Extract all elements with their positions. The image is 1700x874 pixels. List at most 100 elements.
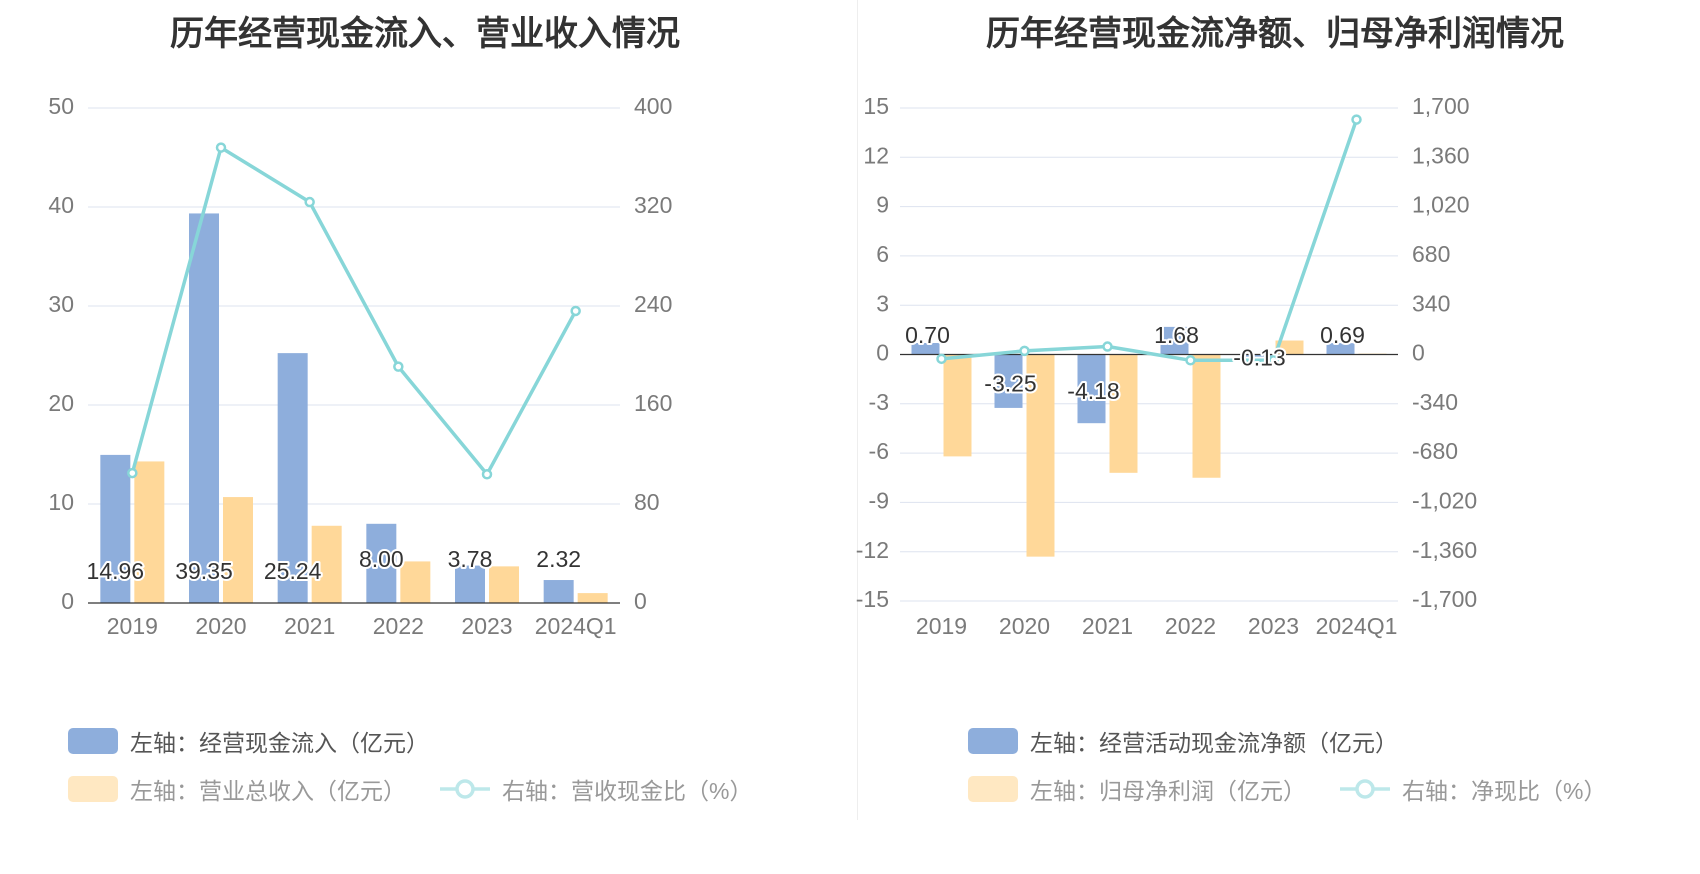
line-point xyxy=(1102,341,1113,352)
legend-swatch xyxy=(1340,776,1390,802)
legend-item-net-profit[interactable]: 左轴：归母净利润（亿元） xyxy=(968,772,1306,806)
bar-primary xyxy=(277,353,308,603)
left-axis-tick-label: 3 xyxy=(876,290,889,316)
bar-data-label: 3.78 xyxy=(448,546,493,572)
legend-label: 右轴：净现比（%） xyxy=(1402,778,1607,804)
left-axis-tick-label: 10 xyxy=(48,489,74,515)
right-axis-tick-label: 0 xyxy=(634,588,647,614)
left-axis-tick-label: 0 xyxy=(876,340,889,366)
bar-secondary xyxy=(943,354,972,457)
line-point xyxy=(215,142,227,153)
left-axis-tick-label: 30 xyxy=(48,291,74,317)
bar-primary xyxy=(100,454,131,603)
left-axis-tick-label: -9 xyxy=(869,487,889,513)
legend-swatch xyxy=(440,776,490,802)
chart-title: 历年经营现金流净额、归母净利润情况 xyxy=(986,15,1564,53)
right-axis-tick-label: -1,020 xyxy=(1412,487,1477,513)
left-axis-tick-label: 9 xyxy=(876,192,889,218)
line-point xyxy=(304,196,315,208)
legend-swatch xyxy=(968,776,1018,802)
bar-secondary xyxy=(577,593,608,603)
bar-data-label: 25.24 xyxy=(264,558,322,584)
bar-primary xyxy=(994,354,1023,408)
chart-panel-cash-inflow: 历年经营现金流入、营业收入情况 0 0 10 80 20 160 30 240 40 320 50 4… xyxy=(48,15,752,806)
x-axis-tick-label: 2019 xyxy=(916,613,967,639)
line-point xyxy=(127,467,138,479)
right-axis-tick-label: 1,360 xyxy=(1412,142,1470,168)
bar-data-label: 1.68 xyxy=(1154,322,1199,348)
bar-data-label: 2.32 xyxy=(536,546,581,572)
bar-primary xyxy=(543,580,574,603)
right-axis-tick-label: 340 xyxy=(1412,290,1450,316)
legend-item-revenue-cash-ratio[interactable]: 右轴：营收现金比（%） xyxy=(440,772,752,806)
bar-secondary xyxy=(1026,354,1055,557)
chart-title: 历年经营现金流入、营业收入情况 xyxy=(170,15,680,53)
bar-primary xyxy=(366,523,397,603)
right-axis-tick-label: 1,020 xyxy=(1412,192,1470,218)
legend-label: 左轴：归母净利润（亿元） xyxy=(1030,778,1306,804)
bar-data-label: 39.35 xyxy=(175,558,233,584)
bar-data-label: -0.13 xyxy=(1233,345,1285,371)
chart-plot-area: 0 0 10 80 20 160 30 240 40 320 50 400 2019 2020 2021 20… xyxy=(48,93,672,639)
legend-item-net-cash-ratio[interactable]: 右轴：净现比（%） xyxy=(1340,772,1606,806)
x-axis-tick-label: 2021 xyxy=(1082,613,1133,639)
bar-data-label: -4.18 xyxy=(1067,378,1119,404)
legend-label: 右轴：营收现金比（%） xyxy=(502,778,753,804)
legend-label: 左轴：经营活动现金流净额（亿元） xyxy=(1030,730,1398,756)
left-axis-tick-label: -6 xyxy=(869,438,889,464)
left-axis-tick-label: 50 xyxy=(48,93,74,119)
x-axis-tick-label: 2023 xyxy=(1248,613,1299,639)
left-axis-tick-label: 15 xyxy=(863,93,889,119)
right-axis-tick-label: 80 xyxy=(634,489,660,515)
bar-data-label: 0.70 xyxy=(905,322,950,348)
bar-data-label: 14.96 xyxy=(87,558,145,584)
right-axis-tick-label: 400 xyxy=(634,93,672,119)
x-axis-tick-label: 2019 xyxy=(107,613,158,639)
panel-divider xyxy=(857,0,858,820)
right-axis-tick-label: 160 xyxy=(634,390,672,416)
bar-secondary xyxy=(311,525,342,603)
legend-line-marker xyxy=(455,779,475,799)
legend-label: 左轴：营业总收入（亿元） xyxy=(130,778,406,804)
line-point xyxy=(570,305,581,317)
x-axis-tick-label: 2022 xyxy=(373,613,424,639)
right-axis-tick-label: 0 xyxy=(1412,340,1425,366)
right-axis-tick-label: -1,360 xyxy=(1412,537,1477,563)
bar-primary xyxy=(1077,354,1106,424)
x-axis-tick-label: 2023 xyxy=(461,613,512,639)
bar-primary xyxy=(1243,354,1272,357)
line-point xyxy=(1185,355,1196,366)
bar-secondary xyxy=(223,497,253,603)
legend-line-icon xyxy=(440,779,490,799)
bar-data-label: 8.00 xyxy=(359,546,404,572)
x-axis-tick-label: 2024Q1 xyxy=(535,613,617,639)
line-series xyxy=(130,145,578,477)
legend-item-total-revenue[interactable]: 左轴：营业总收入（亿元） xyxy=(68,772,406,806)
right-axis-tick-label: 680 xyxy=(1412,241,1450,267)
bar-primary xyxy=(1326,343,1355,355)
legend-item-cash-inflow[interactable]: 左轴：经营现金流入（亿元） xyxy=(68,724,429,758)
line-point xyxy=(936,353,947,365)
line-point xyxy=(1019,345,1030,357)
right-axis-tick-label: 1,700 xyxy=(1412,93,1470,119)
left-axis-tick-label: -3 xyxy=(869,389,889,415)
x-axis-tick-label: 2022 xyxy=(1165,613,1216,639)
line-point xyxy=(1351,114,1362,125)
plot-group: 0 0 10 80 20 160 30 240 40 320 50 400 2019 2020 2021 20… xyxy=(48,93,672,639)
right-axis-tick-label: -680 xyxy=(1412,438,1458,464)
bar-primary xyxy=(189,213,219,603)
legend-label: 左轴：经营现金流入（亿元） xyxy=(130,730,429,756)
legend-item-net-operating-cash-flow[interactable]: 左轴：经营活动现金流净额（亿元） xyxy=(968,724,1398,758)
line-point xyxy=(1268,355,1279,366)
x-axis-tick-label: 2024Q1 xyxy=(1316,613,1398,639)
bar-secondary xyxy=(400,561,431,603)
line-point xyxy=(481,469,493,480)
bar-secondary xyxy=(1109,354,1138,473)
bar-primary xyxy=(1160,326,1189,355)
left-axis-tick-label: 12 xyxy=(863,142,889,168)
legend-swatch xyxy=(68,728,118,754)
legend-swatch xyxy=(968,728,1018,754)
right-axis-tick-label: -340 xyxy=(1412,389,1458,415)
